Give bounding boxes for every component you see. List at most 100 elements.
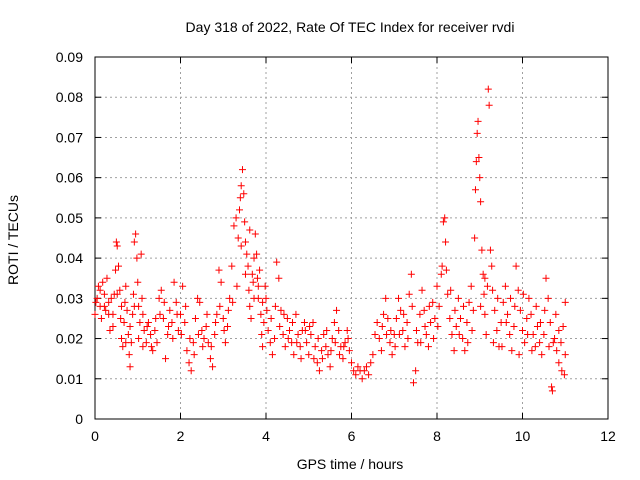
data-point [418,286,426,294]
data-point [229,298,237,306]
data-point [412,327,420,335]
data-point [130,238,138,246]
data-point [459,335,467,343]
data-point [224,306,232,314]
data-point [156,310,164,318]
data-point [241,238,249,246]
data-point [512,262,520,270]
data-point [481,310,489,318]
data-point [391,343,399,351]
data-point [433,282,441,290]
data-point [235,206,243,214]
data-point [109,322,117,330]
data-point [454,294,462,302]
data-point [388,351,396,359]
data-point [339,355,347,363]
x-tick-label: 10 [515,428,531,444]
data-point [336,351,344,359]
data-point [373,318,381,326]
data-point [493,327,501,335]
data-point [170,278,178,286]
data-point [552,310,560,318]
data-point [196,298,204,306]
data-point [318,347,326,355]
data-point [399,327,407,335]
data-point [407,270,415,278]
data-point [126,363,134,371]
data-point [124,331,132,339]
data-point [103,274,111,282]
data-point [224,322,232,330]
data-point [237,182,245,190]
data-point [475,154,483,162]
data-point [311,343,319,351]
data-point [294,331,302,339]
data-point [310,355,318,363]
data-point [322,343,330,351]
data-point [303,339,311,347]
data-point [119,343,127,351]
data-point [261,282,269,290]
data-point [123,306,131,314]
data-point [102,306,110,314]
data-point [307,331,315,339]
data-point [333,306,341,314]
data-point [138,294,146,302]
data-point [139,310,147,318]
data-point [286,327,294,335]
data-point [348,359,355,367]
data-point [369,351,377,359]
data-point [100,302,108,310]
data-point [350,367,358,375]
data-point [378,322,386,330]
data-point [293,339,301,347]
data-point [301,327,309,335]
data-point [559,322,567,330]
data-point [450,347,458,355]
y-axis-label: ROTI / TECUs [5,195,21,285]
data-point [94,282,102,290]
data-point [313,359,321,367]
data-point [169,335,177,343]
data-point [477,302,485,310]
data-point [248,270,256,278]
data-point [290,351,298,359]
data-point [300,318,308,326]
data-point [541,306,549,314]
data-point [258,331,266,339]
data-point [400,310,408,318]
data-point [147,343,155,351]
y-tick-label: 0.09 [56,49,83,65]
data-points [91,85,569,395]
data-point [516,306,524,314]
data-point [99,278,107,286]
data-point [371,331,379,339]
data-point [173,310,181,318]
data-point [478,246,486,254]
data-point [540,331,548,339]
data-point [507,294,515,302]
data-point [254,282,262,290]
data-point [226,294,234,302]
data-point [502,318,510,326]
data-point [191,314,199,322]
data-point [183,347,191,355]
data-point [202,322,210,330]
data-point [238,166,246,174]
data-point [360,367,368,375]
data-point [199,343,207,351]
data-point [237,242,245,250]
data-point [279,331,287,339]
x-tick-label: 0 [91,428,99,444]
data-point [93,294,101,302]
y-tick-label: 0 [75,411,83,427]
data-point [324,351,332,359]
data-point [211,331,219,339]
data-point [544,294,552,302]
data-point [343,327,351,335]
data-point [245,286,253,294]
data-point [283,314,291,322]
data-point [464,339,472,347]
data-point [447,286,455,294]
data-point [549,339,557,347]
